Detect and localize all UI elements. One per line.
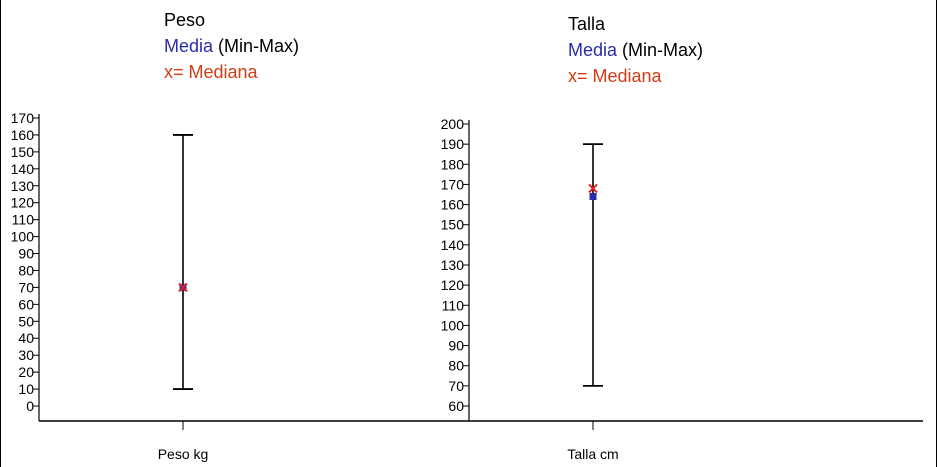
y-tick-label: 110	[442, 297, 465, 313]
y-tick-label: 110	[12, 212, 35, 228]
y-tick-label: 90	[448, 338, 464, 354]
y-tick-label: 160	[441, 197, 465, 213]
y-tick-label: 160	[11, 127, 35, 143]
mean-marker	[590, 193, 597, 200]
y-tick-label: 40	[18, 330, 34, 346]
y-tick-label: 70	[18, 279, 34, 295]
chart-talla: 60 70 80 90 100 110 120 130 140 150 160 170 180 190 20…	[441, 116, 923, 462]
y-tick-label: 60	[448, 398, 464, 414]
y-tick-label: 100	[11, 229, 35, 245]
y-tick-label: 180	[441, 156, 465, 172]
y-tick-label: 50	[18, 313, 34, 329]
y-tick-label: 70	[448, 378, 464, 394]
x-category-label: Peso kg	[158, 446, 209, 462]
y-tick-label: 130	[11, 178, 35, 194]
y-tick-label: 10	[18, 381, 34, 397]
y-tick-label: 100	[441, 317, 465, 333]
y-tick-label: 150	[11, 144, 35, 160]
y-tick-label: 60	[18, 296, 34, 312]
y-tick-label: 140	[441, 237, 465, 253]
y-tick-label: 170	[441, 176, 465, 192]
y-tick-label: 170	[11, 110, 35, 126]
y-tick-label: 130	[441, 257, 465, 273]
y-tick-label: 120	[11, 195, 35, 211]
y-tick-label: 190	[441, 136, 465, 152]
y-tick-label: 120	[441, 277, 465, 293]
y-tick-label: 20	[18, 364, 34, 380]
y-tick-label: 90	[18, 246, 34, 262]
y-tick-label: 0	[26, 398, 34, 414]
y-tick-label: 140	[11, 161, 35, 177]
y-tick-label: 200	[441, 116, 465, 132]
chart-peso: 0102030405060708090100110120130140150160…	[11, 110, 469, 462]
y-tick-label: 80	[18, 262, 34, 278]
x-category-label: Talla cm	[567, 446, 618, 462]
y-tick-label: 80	[448, 358, 464, 374]
y-tick-label: 150	[441, 217, 465, 233]
y-tick-label: 30	[18, 347, 34, 363]
